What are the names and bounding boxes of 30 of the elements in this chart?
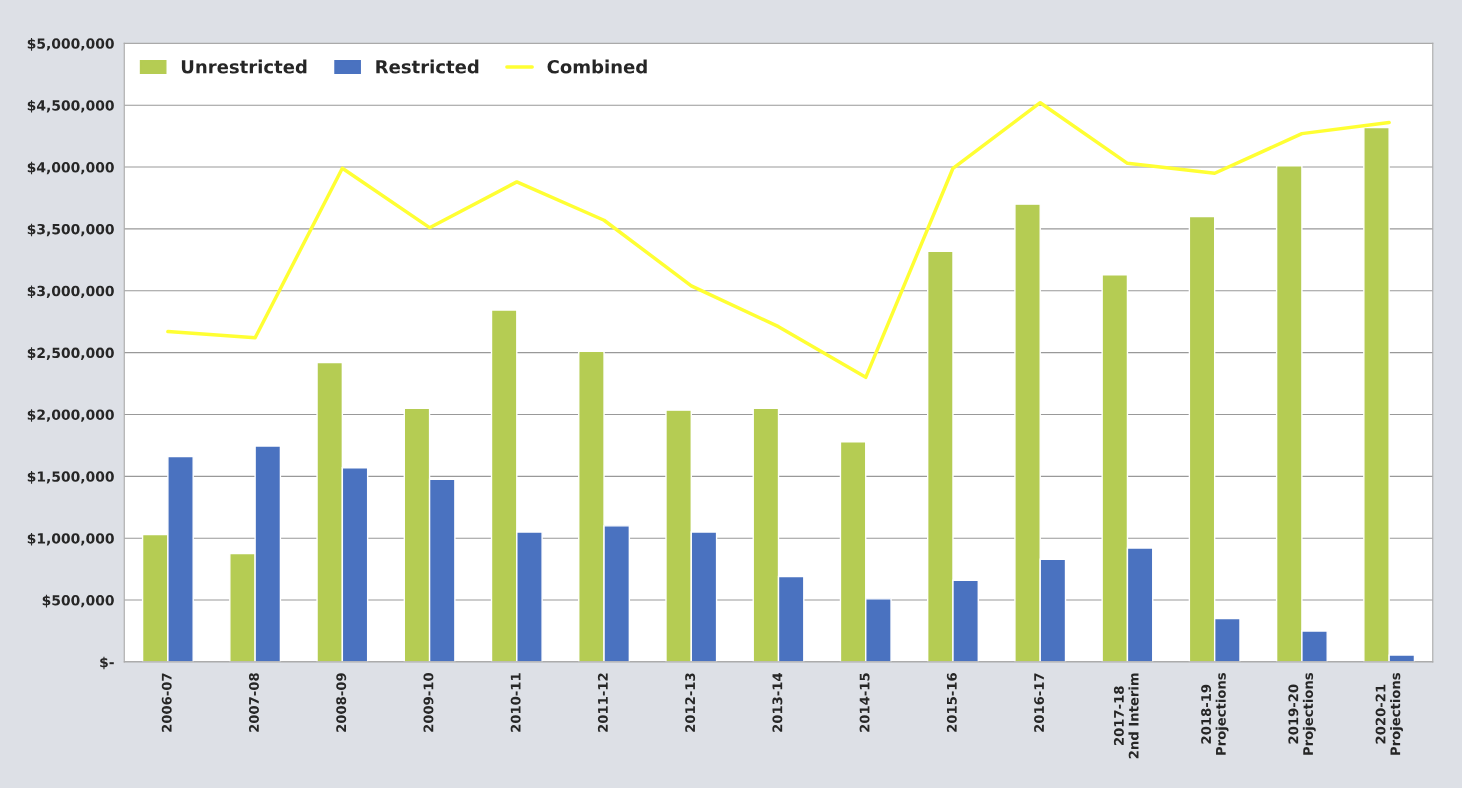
y-tick-label: $1,000,000 [27,532,114,546]
y-tick-label: $- [100,656,114,670]
x-tick-label: 2009-10 [423,672,434,732]
y-tick-label: $2,000,000 [27,409,114,422]
x-tick-label: 2017-18 2nd Interim [1113,673,1139,759]
x-tick-label: 2006-07 [161,673,172,732]
x-tick-label: 2015-16 [946,673,957,732]
legend-label: Combined [547,59,647,74]
x-tick-label: 2007-08 [248,673,259,732]
legend-label: Unrestricted [181,59,307,74]
y-tick-label: $3,500,000 [27,223,114,237]
y-tick-label: $5,000,000 [27,38,114,51]
y-tick-label: $4,000,000 [27,161,114,175]
x-tick-label: 2010-11 [510,673,521,732]
x-tick-label: 2014-15 [859,673,870,732]
y-tick-label: $4,500,000 [27,99,114,113]
legend-label: Restricted [376,59,479,74]
x-tick-label: 2013-14 [772,672,783,732]
x-tick-label: 2011-12 [597,673,608,732]
y-tick-label: $3,000,000 [27,285,114,299]
y-tick-label: $500,000 [42,594,114,608]
x-tick-label: 2020-21 Projections [1375,672,1403,755]
x-tick-label: 2018-19 Projections [1201,672,1229,755]
x-tick-label: 2019-20 Projections [1288,672,1316,755]
y-tick-label: $1,500,000 [27,471,114,484]
x-tick-label: 2016-17 [1034,673,1045,732]
line-series [166,100,1391,380]
x-tick-label: 2012-13 [685,673,696,732]
y-tick-label: $2,500,000 [27,347,114,360]
x-tick-label: 2008-09 [336,673,347,732]
